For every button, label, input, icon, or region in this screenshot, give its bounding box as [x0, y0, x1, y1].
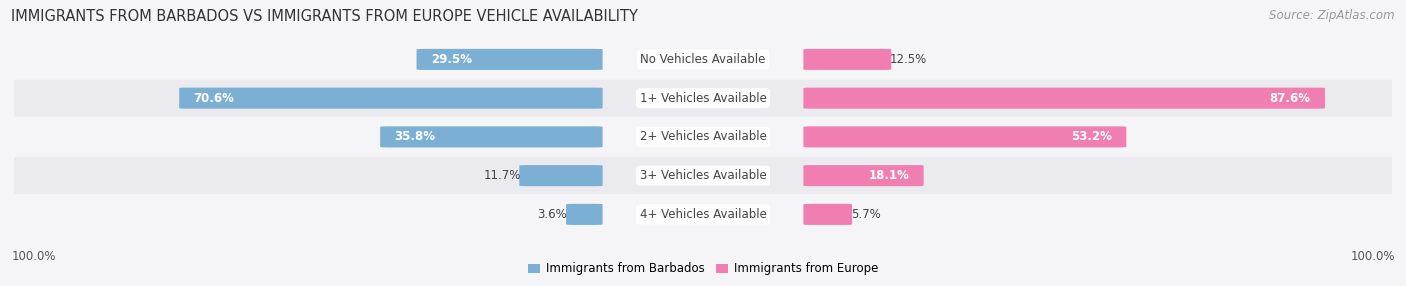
FancyBboxPatch shape: [803, 88, 1324, 109]
Text: 87.6%: 87.6%: [1270, 92, 1310, 105]
FancyBboxPatch shape: [803, 165, 924, 186]
Text: No Vehicles Available: No Vehicles Available: [640, 53, 766, 66]
FancyBboxPatch shape: [4, 118, 1402, 155]
FancyBboxPatch shape: [519, 165, 603, 186]
Text: 3+ Vehicles Available: 3+ Vehicles Available: [640, 169, 766, 182]
Text: 3.6%: 3.6%: [537, 208, 568, 221]
Text: 18.1%: 18.1%: [869, 169, 910, 182]
FancyBboxPatch shape: [380, 126, 603, 147]
Text: 53.2%: 53.2%: [1071, 130, 1112, 143]
Text: IMMIGRANTS FROM BARBADOS VS IMMIGRANTS FROM EUROPE VEHICLE AVAILABILITY: IMMIGRANTS FROM BARBADOS VS IMMIGRANTS F…: [11, 9, 638, 23]
Legend: Immigrants from Barbados, Immigrants from Europe: Immigrants from Barbados, Immigrants fro…: [523, 258, 883, 280]
Text: 35.8%: 35.8%: [395, 130, 436, 143]
Text: 11.7%: 11.7%: [484, 169, 520, 182]
FancyBboxPatch shape: [803, 204, 852, 225]
FancyBboxPatch shape: [4, 196, 1402, 233]
Text: 1+ Vehicles Available: 1+ Vehicles Available: [640, 92, 766, 105]
FancyBboxPatch shape: [803, 126, 1126, 147]
Text: 12.5%: 12.5%: [890, 53, 927, 66]
Text: 29.5%: 29.5%: [432, 53, 472, 66]
Text: 4+ Vehicles Available: 4+ Vehicles Available: [640, 208, 766, 221]
Text: 100.0%: 100.0%: [1350, 250, 1395, 263]
Text: Source: ZipAtlas.com: Source: ZipAtlas.com: [1270, 9, 1395, 21]
FancyBboxPatch shape: [4, 41, 1402, 78]
Text: 2+ Vehicles Available: 2+ Vehicles Available: [640, 130, 766, 143]
Text: 70.6%: 70.6%: [194, 92, 235, 105]
FancyBboxPatch shape: [4, 80, 1402, 117]
FancyBboxPatch shape: [179, 88, 603, 109]
Text: 5.7%: 5.7%: [851, 208, 880, 221]
FancyBboxPatch shape: [567, 204, 603, 225]
FancyBboxPatch shape: [803, 49, 891, 70]
FancyBboxPatch shape: [416, 49, 603, 70]
Text: 100.0%: 100.0%: [11, 250, 56, 263]
FancyBboxPatch shape: [4, 157, 1402, 194]
